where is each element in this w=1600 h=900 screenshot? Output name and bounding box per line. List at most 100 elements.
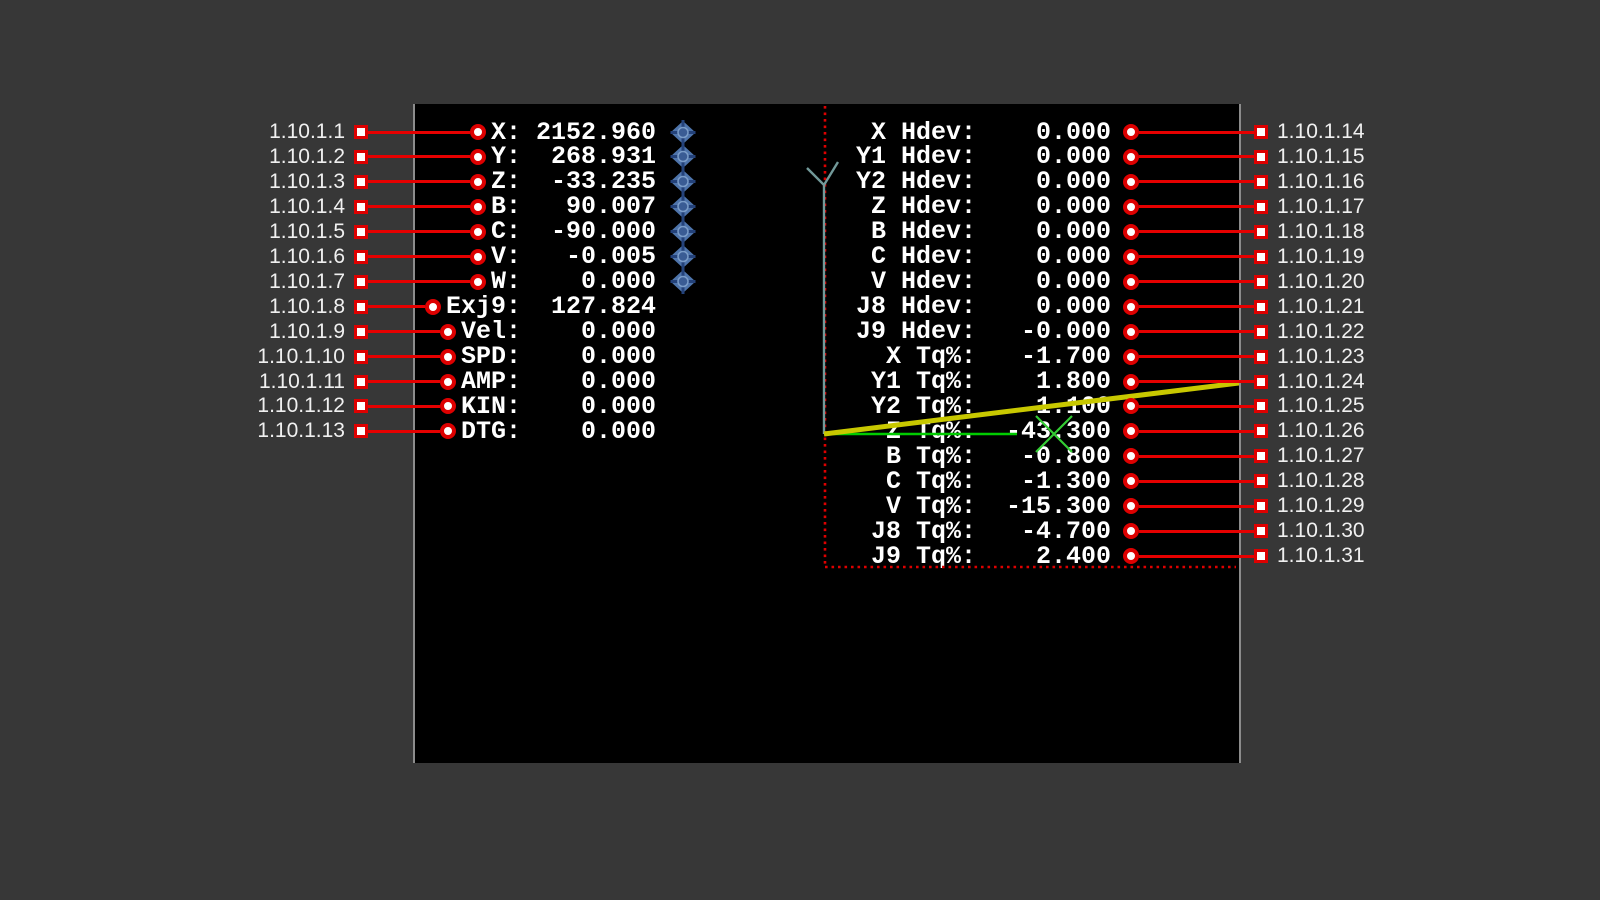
- dro-right-value: 0.000: [1035, 117, 1111, 147]
- jog-diamond-icon[interactable]: [669, 269, 697, 295]
- callout-circle-marker: [470, 173, 486, 190]
- callout-line: [1139, 529, 1254, 533]
- jog-diamond-icon[interactable]: [669, 169, 697, 195]
- callout-label: 1.10.1.31: [1277, 544, 1365, 568]
- callout-circle-marker: [1123, 473, 1139, 490]
- dro-right-row: Z Tq%: -43.300: [856, 419, 1111, 444]
- callout-label: 1.10.1.25: [1277, 394, 1365, 418]
- dro-right-value: 0.000: [1035, 292, 1111, 322]
- callout-line: [368, 130, 470, 134]
- callout-circle-marker: [440, 323, 456, 340]
- callout-square-marker: [354, 374, 368, 389]
- callout-line: [368, 230, 470, 234]
- callout-label: 1.10.1.14: [1277, 120, 1365, 143]
- callout-line: [1139, 355, 1254, 359]
- dro-right-row: C Tq%: -1.300: [856, 469, 1111, 494]
- dro-left-row: Exj9: 127.824: [446, 294, 656, 319]
- callout-circle-marker: [470, 273, 486, 290]
- callout-line: [1139, 479, 1254, 483]
- callout-square-marker: [354, 174, 368, 189]
- dro-right-label: Z Hdev:: [870, 192, 976, 222]
- callout-circle-marker: [1123, 348, 1139, 365]
- callout-square-marker: [354, 274, 368, 289]
- callout-line: [368, 180, 470, 184]
- callout-circle-marker: [1123, 298, 1139, 315]
- dro-right-row: Y2 Hdev: 0.000: [856, 169, 1111, 194]
- callout-label: 1.10.1.26: [1277, 419, 1365, 443]
- dro-left-value: -0.005: [565, 242, 656, 272]
- callout-line: [368, 255, 470, 259]
- callout-square-marker: [1254, 149, 1268, 164]
- callout-square-marker: [1254, 299, 1268, 314]
- callout-circle-marker: [1123, 173, 1139, 190]
- dro-right-value: 2.400: [1035, 541, 1111, 571]
- dro-right-label: J8 Tq%:: [870, 516, 976, 546]
- callout-square-marker: [1254, 324, 1268, 339]
- dro-left-label: W:: [490, 267, 521, 297]
- dro-left-label: Vel:: [460, 317, 521, 347]
- callout-line: [1139, 404, 1254, 408]
- dro-left-value: 0.000: [580, 317, 656, 347]
- callout-label: 1.10.1.12: [257, 394, 345, 418]
- dro-left-row: AMP: 0.000: [446, 369, 656, 394]
- callout-square-marker: [354, 424, 368, 439]
- callout-square-marker: [1254, 549, 1268, 564]
- dro-left-row: C: -90.000: [446, 219, 656, 244]
- dro-left-label: Z:: [490, 167, 521, 197]
- dro-right-label: J9 Tq%:: [870, 541, 976, 571]
- jog-diamond-icon[interactable]: [669, 119, 697, 145]
- dro-right-row: B Tq%: -0.800: [856, 444, 1111, 469]
- callout-circle-marker: [1123, 198, 1139, 215]
- callout-label: 1.10.1.16: [1277, 169, 1365, 193]
- dro-right-label: Y2 Hdev:: [856, 167, 977, 197]
- dro-right-value: -0.800: [1020, 441, 1111, 471]
- callout-circle-marker: [425, 298, 441, 315]
- callout-line: [1139, 454, 1254, 458]
- callout-square-marker: [354, 399, 368, 414]
- callout-circle-marker: [440, 373, 456, 390]
- jog-diamond-icon[interactable]: [669, 219, 697, 245]
- dro-left-value: 127.824: [550, 292, 656, 322]
- callout-circle-marker: [440, 423, 456, 440]
- dro-right-row: B Hdev: 0.000: [856, 219, 1111, 244]
- callout-label: 1.10.1.18: [1277, 219, 1365, 243]
- dro-right-row: Y1 Tq%: 1.800: [856, 369, 1111, 394]
- callout-line: [368, 330, 440, 334]
- dro-left-label: V:: [490, 242, 521, 272]
- callout-line: [368, 380, 440, 383]
- callout-square-marker: [1254, 449, 1268, 464]
- dro-right-row: V Tq%: -15.300: [856, 494, 1111, 519]
- callout-circle-marker: [1123, 498, 1139, 515]
- jog-diamond-icon[interactable]: [669, 244, 697, 270]
- dro-right-row: Y2 Tq%: 1.100: [856, 394, 1111, 419]
- callout-label: 1.10.1.10: [257, 344, 345, 368]
- callout-circle-marker: [1123, 124, 1139, 140]
- dro-left-label: B:: [490, 192, 521, 222]
- dro-left-row: B: 90.007: [446, 194, 656, 219]
- callout-label: 1.10.1.30: [1277, 519, 1365, 543]
- callout-circle-marker: [1123, 273, 1139, 290]
- jog-diamond-icon[interactable]: [669, 194, 697, 220]
- jog-diamond-icon[interactable]: [669, 144, 697, 170]
- callout-label: 1.10.1.17: [1277, 194, 1365, 218]
- dro-right-label: X Hdev:: [870, 117, 976, 147]
- callout-label: 1.10.1.11: [258, 369, 345, 393]
- dro-right-value: 1.100: [1035, 391, 1111, 421]
- dro-right-row: Z Hdev: 0.000: [856, 194, 1111, 219]
- dro-left-value: -33.235: [550, 167, 656, 197]
- callout-line: [368, 404, 440, 408]
- dro-right-value: 0.000: [1035, 142, 1111, 172]
- callout-line: [1139, 554, 1254, 558]
- callout-circle-marker: [1123, 523, 1139, 540]
- callout-square-marker: [1254, 174, 1268, 189]
- callout-line: [1139, 205, 1254, 209]
- dro-right-label: C Tq%:: [885, 466, 976, 496]
- callout-square-marker: [354, 299, 368, 314]
- callout-circle-marker: [1123, 448, 1139, 465]
- dro-left-row: Y: 268.931: [446, 144, 656, 169]
- callout-circle-marker: [470, 198, 486, 215]
- dro-right-value: -43.300: [1005, 416, 1111, 446]
- dro-right-value: -1.300: [1020, 466, 1111, 496]
- dro-right-label: X Tq%:: [885, 342, 976, 372]
